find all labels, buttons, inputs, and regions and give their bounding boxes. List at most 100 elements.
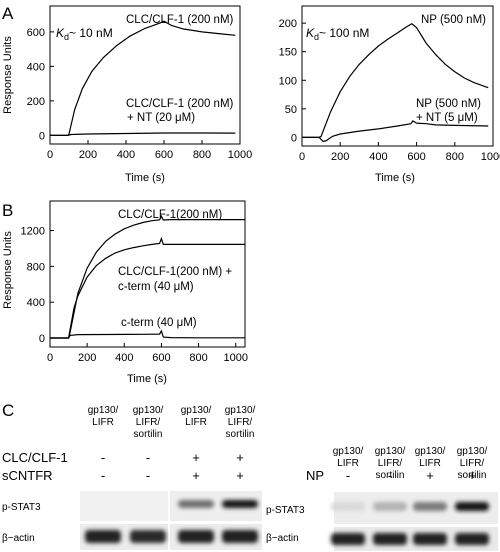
y-tick-label: 200	[27, 96, 45, 108]
x-tick-label: 0	[47, 149, 53, 161]
column-header-line: LIFR	[92, 417, 114, 428]
series-line-2	[50, 132, 236, 136]
blot-band	[178, 530, 214, 543]
y-tick-label: 400	[27, 297, 45, 309]
y-axis-label: Response Units	[2, 36, 14, 114]
x-tick-label: 600	[407, 151, 425, 163]
y-axis-label: Response Units	[2, 231, 14, 309]
blot-band	[331, 533, 365, 545]
x-axis-label: Time (s)	[125, 172, 165, 184]
y-tick-label: 400	[27, 61, 45, 73]
series-label-clc-nt-line2: + NT (20 μM)	[127, 112, 195, 124]
blot-band	[331, 502, 365, 511]
column-headers: gp130/LIFRgp130/LIFR/sortilingp130/LIFRg…	[333, 446, 488, 481]
chart-b: 0 200 400 600 800 1000 0 400 800 1200 Response Un…	[2, 200, 248, 385]
series-label-clc-clf1: CLC/CLF-1 (200 nM)	[126, 14, 234, 26]
column-header-line: gp130/	[133, 405, 164, 416]
series-label-clc-nt-line1: CLC/CLF-1 (200 nM)	[126, 98, 234, 110]
blot-bands	[85, 500, 258, 543]
series-line-1	[302, 22, 489, 138]
series-label-np-nt-line1: NP (500 nM)	[416, 98, 481, 110]
column-header-line: gp130/	[181, 405, 212, 416]
series-label-clc-cterm-line2: c-term (40 μM)	[118, 281, 194, 293]
y-tick-label: 200	[279, 18, 297, 30]
series-label-cterm: c-term (40 μM)	[121, 317, 197, 329]
x-tick-label: 200	[331, 151, 349, 163]
kd-k: K	[56, 26, 65, 40]
x-tick-label: 600	[152, 352, 170, 364]
column-header-line: gp130/	[415, 446, 446, 457]
kd-sub: d	[314, 32, 319, 42]
western-blot-right: gp130/LIFRgp130/LIFR/sortilingp130/LIFRg…	[266, 446, 498, 551]
blot-band	[85, 530, 121, 543]
x-tick-label: 400	[117, 149, 135, 161]
series-label-np-nt-line2: + NT (5 μM)	[416, 112, 478, 124]
column-headers: gp130/LIFRgp130/LIFR/sortilingp130/LIFRg…	[88, 405, 256, 440]
column-header-line: LIFR/	[460, 458, 485, 469]
x-tick-label: 0	[299, 151, 305, 163]
column-header-line: LIFR	[419, 458, 441, 469]
series-line-2	[302, 120, 489, 143]
column-header-line: LIFR/	[228, 417, 253, 428]
treatment-sign: +	[426, 468, 434, 483]
curve-group	[50, 214, 245, 339]
blot-band	[373, 533, 407, 545]
plot-frame	[49, 5, 241, 145]
kd-value: ~ 100 nM	[319, 26, 369, 40]
x-tick-label: 1000	[228, 149, 252, 161]
blot-strip-pstat3-a	[80, 491, 168, 521]
column-header-line: gp130/	[225, 405, 256, 416]
y-tick-label: 0	[291, 132, 297, 144]
kd-k: K	[306, 26, 315, 40]
y-tick-label: 0	[39, 130, 45, 142]
y-tick-label: 0	[39, 333, 45, 345]
treatment-signs: - - + + - - + +	[101, 450, 244, 483]
treatment-sign: +	[236, 450, 244, 465]
axis-ticks: 0 200 400 600 800 1000 0 400 800 1200	[21, 226, 248, 364]
treatment-signs: - - + +	[346, 468, 476, 483]
x-tick-label: 0	[47, 352, 53, 364]
treatment-label-scntfr: sCNTFR	[2, 468, 53, 483]
x-tick-label: 800	[189, 352, 207, 364]
blot-band	[455, 502, 489, 511]
blot-band	[413, 502, 447, 511]
panel-letter-b: B	[2, 201, 13, 220]
blot-label-actin: β−actin	[2, 533, 35, 544]
column-header-line: gp130/	[333, 446, 364, 457]
kd-annotation: Kd~ 100 nM	[306, 26, 369, 42]
treatment-sign: -	[101, 468, 105, 483]
y-tick-label: 150	[279, 47, 297, 59]
treatment-sign: -	[388, 468, 392, 483]
blot-label-actin: β−actin	[266, 533, 299, 544]
chart-a-right: 0 200 400 600 800 1000 0 50 100 150 200 Time (s) K…	[279, 5, 500, 184]
x-tick-label: 400	[369, 151, 387, 163]
column-header-line: sortilin	[376, 470, 405, 481]
blot-band	[222, 530, 258, 543]
x-tick-label: 600	[155, 149, 173, 161]
series-line-2	[50, 236, 245, 339]
column-header-line: gp130/	[88, 405, 119, 416]
series-label-clc-clf1: CLC/CLF-1(200 nM)	[118, 209, 222, 221]
y-tick-label: 1200	[21, 226, 45, 238]
x-tick-label: 800	[446, 151, 464, 163]
column-header-line: gp130/	[457, 446, 488, 457]
treatment-sign: -	[346, 468, 350, 483]
column-header-line: LIFR/	[136, 417, 161, 428]
column-header-line: gp130/	[375, 446, 406, 457]
axis-ticks: 0 200 400 600 800 1000 0 200 400 600	[27, 27, 253, 161]
treatment-sign: +	[192, 468, 200, 483]
blot-band	[222, 500, 258, 508]
chart-a-left: 0 200 400 600 800 1000 0 200 400 600 Response Uni…	[2, 5, 253, 184]
blot-band	[130, 530, 166, 543]
series-line-3	[50, 329, 245, 339]
blot-bands	[331, 502, 489, 545]
plot-frame	[301, 5, 494, 147]
treatment-sign: +	[468, 468, 476, 483]
axis-ticks: 0 200 400 600 800 1000 0 50 100 150 200	[279, 18, 500, 163]
blot-band	[373, 502, 407, 511]
blot-label-pstat3: p-STAT3	[266, 505, 305, 516]
blot-band	[455, 533, 489, 545]
plot-frame	[49, 200, 246, 348]
kd-annotation: Kd~ 10 nM	[56, 26, 113, 42]
y-tick-label: 800	[27, 261, 45, 273]
